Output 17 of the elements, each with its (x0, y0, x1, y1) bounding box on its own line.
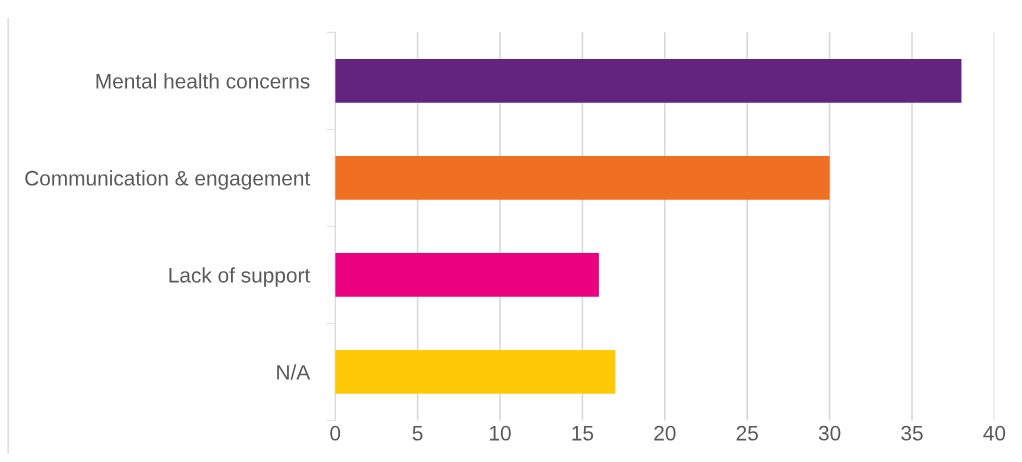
y-tick-label: Communication & engagement (25, 170, 311, 190)
x-tick-label: 30 (818, 425, 841, 441)
x-tick-label: 35 (901, 425, 923, 441)
y-tick-label: Lack of support (169, 267, 311, 287)
x-tick-label: 25 (736, 425, 758, 441)
x-tick-label: 20 (654, 425, 676, 441)
x-tick-label: 40 (983, 425, 1006, 441)
bar (335, 59, 962, 103)
bar (335, 350, 616, 394)
x-tick-label: 15 (572, 426, 594, 441)
x-tick-label: 5 (412, 426, 423, 441)
bar (335, 156, 830, 200)
y-tick-label: N/A (277, 364, 311, 380)
y-tick-label: Mental health concerns (96, 73, 310, 89)
x-tick-label: 0 (330, 425, 341, 441)
x-tick-label: 10 (490, 425, 511, 441)
bar (335, 253, 599, 297)
